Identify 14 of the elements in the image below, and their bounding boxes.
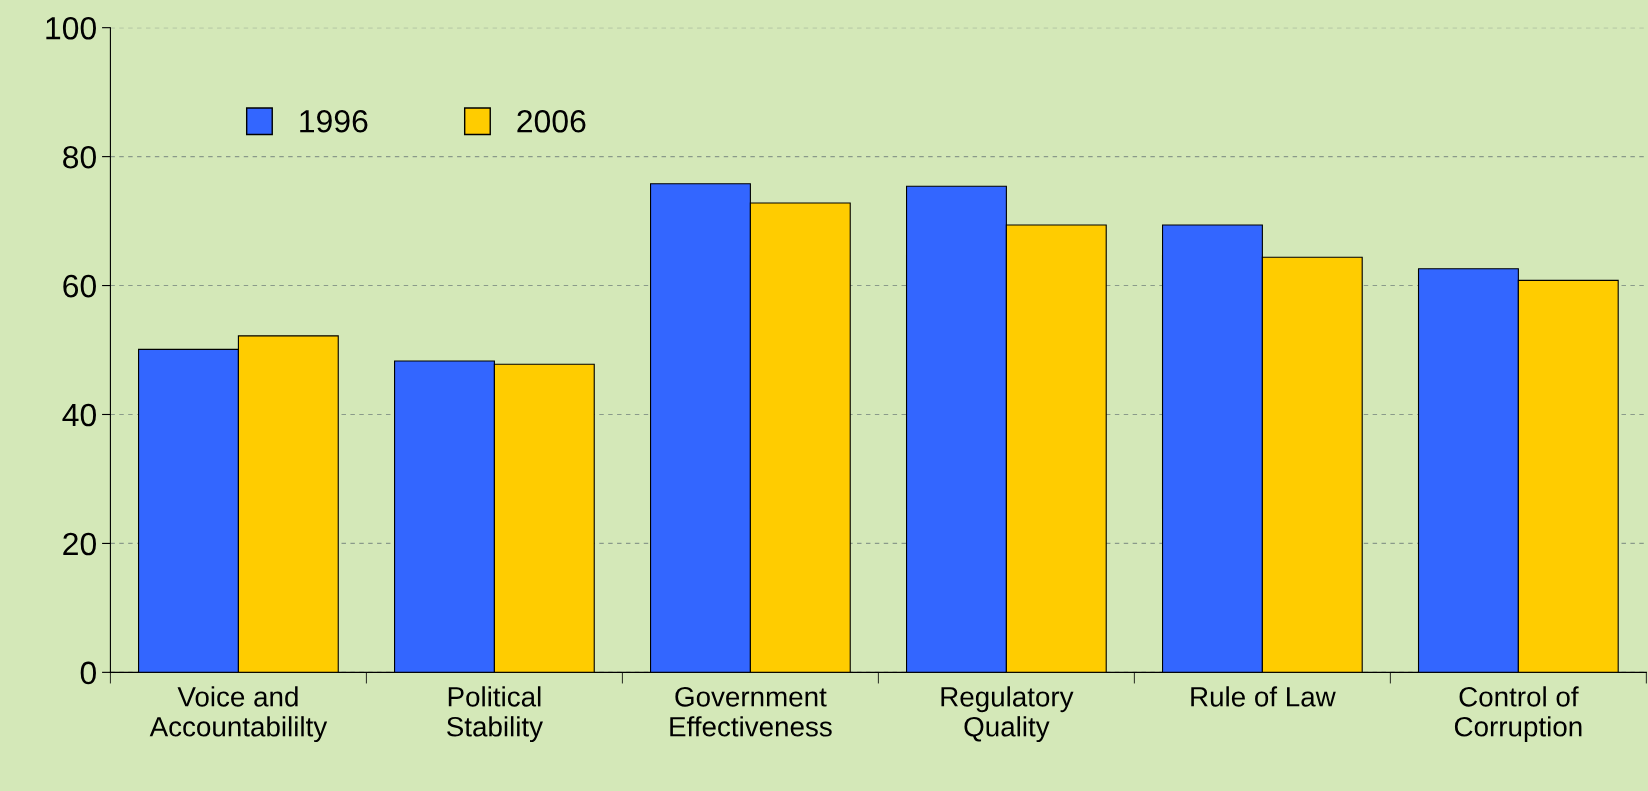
- x-tick-label: Regulatory Quality: [941, 686, 1074, 743]
- x-tick-label: Rule of Law: [1191, 686, 1336, 707]
- legend-label: 1996: [300, 109, 368, 133]
- x-tick-label: Control of Corruption: [1454, 686, 1582, 743]
- y-tick-label: 40: [62, 403, 96, 427]
- x-tick-label: Political Stability: [447, 686, 543, 743]
- legend-label: 2006: [517, 109, 586, 133]
- x-tick-label: Voice and Accountabililty: [149, 686, 328, 743]
- x-tick-label: Government Effectiveness: [670, 686, 832, 737]
- y-tick-label: 80: [63, 145, 96, 169]
- y-tick-label: 20: [63, 532, 96, 556]
- y-tick-label: 60: [63, 274, 96, 298]
- y-tick-label: 100: [46, 16, 96, 40]
- y-tick-label: 0: [80, 661, 96, 685]
